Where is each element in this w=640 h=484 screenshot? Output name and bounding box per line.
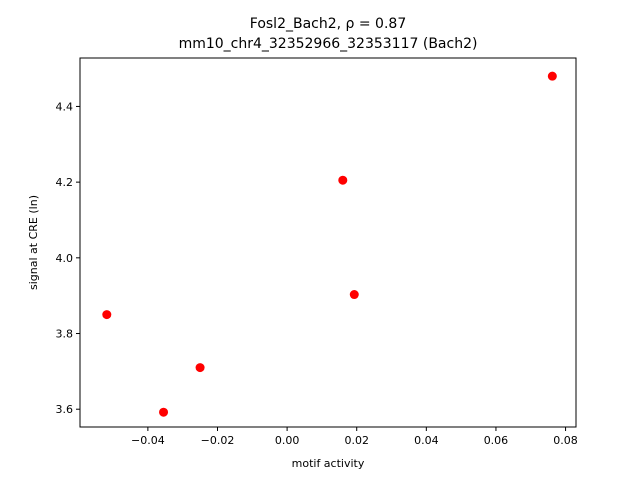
y-tick-label: 3.6	[56, 403, 74, 416]
x-tick-label: 0.00	[275, 434, 300, 447]
y-tick-label: 4.0	[56, 252, 74, 265]
x-axis-ticks: −0.04 −0.02 0.00 0.02 0.04 0.06 0.08	[131, 427, 578, 447]
data-point	[102, 310, 112, 320]
x-axis-label: motif activity	[292, 457, 365, 470]
chart-title-line1: Fosl2_Bach2, ρ = 0.87	[250, 16, 406, 32]
x-tick-label: 0.04	[414, 434, 439, 447]
y-axis-ticks: 3.6 3.8 4.0 4.2 4.4	[56, 100, 80, 416]
x-tick-label: −0.02	[201, 434, 235, 447]
y-axis-label: signal at CRE (ln)	[27, 195, 40, 290]
y-tick-label: 4.4	[56, 100, 74, 113]
data-point	[159, 407, 169, 417]
data-point	[195, 363, 205, 373]
x-tick-label: 0.08	[553, 434, 578, 447]
chart-title-line2: mm10_chr4_32352966_32353117 (Bach2)	[179, 36, 478, 52]
plot-frame	[79, 57, 577, 428]
data-point	[547, 71, 557, 81]
data-points	[102, 71, 557, 417]
y-tick-label: 3.8	[56, 328, 74, 341]
x-tick-label: 0.02	[344, 434, 369, 447]
data-point	[338, 175, 348, 185]
y-tick-label: 4.2	[56, 176, 74, 189]
data-point	[349, 290, 359, 300]
x-tick-label: −0.04	[131, 434, 165, 447]
x-tick-label: 0.06	[484, 434, 509, 447]
